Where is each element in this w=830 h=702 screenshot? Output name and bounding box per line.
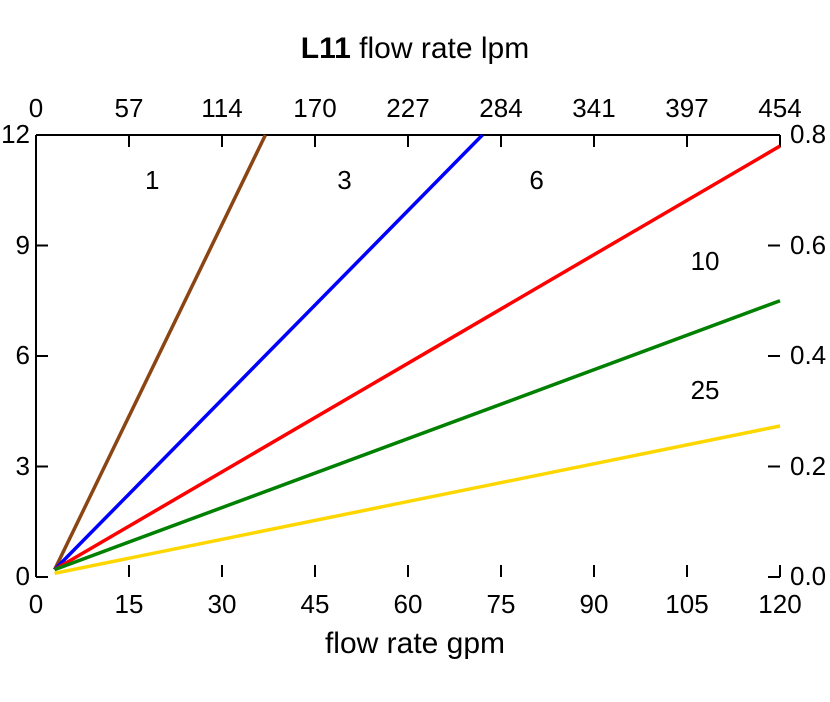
series-label-3: 3 bbox=[337, 165, 351, 196]
x-bottom-tick-60: 60 bbox=[378, 589, 438, 620]
y-left-tick-6: 6 bbox=[16, 340, 30, 371]
y-left-tick-9: 9 bbox=[16, 230, 30, 261]
series-label-10: 10 bbox=[691, 246, 720, 277]
x-top-tick-397: 397 bbox=[657, 93, 717, 124]
series-label-6: 6 bbox=[529, 165, 543, 196]
x-bottom-tick-0: 0 bbox=[6, 589, 66, 620]
x-bottom-tick-75: 75 bbox=[471, 589, 531, 620]
x-top-tick-114: 114 bbox=[192, 93, 252, 124]
series-line-6 bbox=[55, 146, 780, 570]
series-line-25 bbox=[55, 426, 780, 573]
x-top-tick-341: 341 bbox=[564, 93, 624, 124]
x-top-tick-284: 284 bbox=[471, 93, 531, 124]
series-label-1: 1 bbox=[145, 165, 159, 196]
series-line-3 bbox=[55, 135, 483, 570]
x-bottom-tick-45: 45 bbox=[285, 589, 345, 620]
y-left-tick-3: 3 bbox=[16, 451, 30, 482]
series-label-25: 25 bbox=[691, 375, 720, 406]
y-right-tick-0.0: 0.0 bbox=[790, 561, 826, 592]
x-bottom-tick-30: 30 bbox=[192, 589, 252, 620]
x-top-tick-170: 170 bbox=[285, 93, 345, 124]
x-top-tick-57: 57 bbox=[99, 93, 159, 124]
x-bottom-label: flow rate gpm bbox=[0, 627, 830, 661]
y-left-tick-0: 0 bbox=[16, 561, 30, 592]
y-left-tick-12: 12 bbox=[1, 119, 30, 150]
y-right-tick-0.4: 0.4 bbox=[790, 340, 826, 371]
x-bottom-tick-105: 105 bbox=[657, 589, 717, 620]
x-bottom-tick-120: 120 bbox=[750, 589, 810, 620]
y-right-tick-0.6: 0.6 bbox=[790, 230, 826, 261]
series-line-10 bbox=[55, 301, 780, 570]
y-right-tick-0.8: 0.8 bbox=[790, 119, 826, 150]
y-right-tick-0.2: 0.2 bbox=[790, 451, 826, 482]
x-bottom-tick-15: 15 bbox=[99, 589, 159, 620]
x-top-tick-227: 227 bbox=[378, 93, 438, 124]
x-bottom-tick-90: 90 bbox=[564, 589, 624, 620]
